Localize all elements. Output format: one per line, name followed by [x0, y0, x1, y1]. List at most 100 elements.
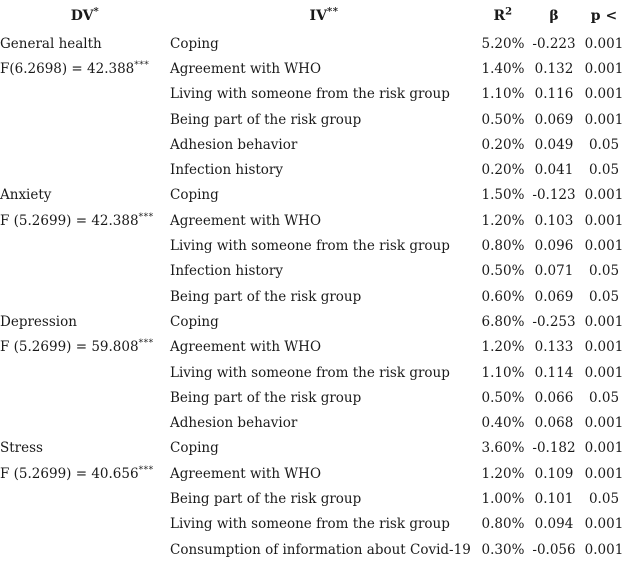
p-value: 0.001: [584, 187, 624, 204]
beta-value: 0.071: [534, 263, 574, 280]
dv-footnote-marker: *: [93, 5, 100, 17]
iv-label: Living with someone from the risk group: [170, 364, 450, 381]
f-statistic: F(6.2698) = 42.388***: [0, 60, 150, 77]
table-row: General health Coping 5.20% -0.223 0.001: [0, 31, 636, 56]
iv-label: Agreement with WHO: [170, 212, 322, 229]
iv-label: Infection history: [170, 263, 284, 280]
p-value: 0.001: [584, 516, 624, 533]
r2-value: 3.60%: [481, 440, 525, 457]
beta-value: 0.116: [534, 86, 574, 103]
table-row: Depression Coping 6.80% -0.253 0.001: [0, 309, 636, 334]
iv-label: Coping: [170, 35, 219, 52]
p-value: 0.001: [584, 35, 624, 52]
beta-value: 0.041: [534, 162, 574, 179]
dv-spacer: [0, 512, 170, 537]
column-header-beta: β: [549, 7, 559, 24]
iv-label: Agreement with WHO: [170, 60, 322, 77]
table-row: Adhesion behavior 0.40% 0.068 0.001: [0, 410, 636, 435]
p-value: 0.001: [584, 339, 624, 356]
r2-value: 1.20%: [481, 465, 525, 482]
f-statistic: F (5.2699) = 40.656***: [0, 465, 154, 482]
r2-header-label: R: [493, 7, 506, 24]
p-value: 0.001: [584, 415, 624, 432]
p-value: 0.001: [584, 238, 624, 255]
p-value: 0.05: [588, 389, 620, 406]
table-body: General health Coping 5.20% -0.223 0.001 F(6.…: [0, 31, 636, 562]
table-row: Anxiety Coping 1.50% -0.123 0.001: [0, 183, 636, 208]
column-header-r2: R2: [478, 0, 528, 31]
table-row: F (5.2699) = 42.388*** Agreement with WHO…: [0, 208, 636, 233]
table-row: Living with someone from the risk group 0…: [0, 512, 636, 537]
iv-label: Living with someone from the risk group: [170, 238, 450, 255]
iv-label: Consumption of information about Covid-1…: [170, 541, 471, 558]
dv-spacer: [0, 233, 170, 258]
r2-value: 1.10%: [481, 364, 525, 381]
p-value: 0.001: [584, 60, 624, 77]
table-row: Consumption of information about Covid-1…: [0, 537, 636, 562]
beta-value: -0.123: [532, 187, 576, 204]
beta-value: 0.103: [534, 212, 574, 229]
table-row: Being part of the risk group 1.00% 0.101 0.…: [0, 486, 636, 511]
dv-spacer: [0, 107, 170, 132]
beta-value: 0.094: [534, 516, 574, 533]
r2-value: 1.20%: [481, 212, 525, 229]
beta-value: 0.109: [534, 465, 574, 482]
iv-label: Infection history: [170, 162, 284, 179]
dv-label: Anxiety: [0, 187, 52, 204]
f-significance-marker: ***: [138, 465, 154, 476]
p-value: 0.05: [588, 162, 620, 179]
f-significance-marker: ***: [138, 212, 154, 223]
r2-value: 1.40%: [481, 60, 525, 77]
column-header-dv: DV*: [0, 0, 170, 31]
p-value: 0.05: [588, 263, 620, 280]
table-row: Being part of the risk group 0.50% 0.069 0.…: [0, 107, 636, 132]
r2-value: 0.80%: [481, 516, 525, 533]
r2-value: 1.00%: [481, 490, 525, 507]
dv-spacer: [0, 537, 170, 562]
dv-spacer: [0, 82, 170, 107]
iv-label: Being part of the risk group: [170, 111, 362, 128]
table-row: Adhesion behavior 0.20% 0.049 0.05: [0, 132, 636, 157]
r2-exponent: 2: [505, 5, 513, 17]
beta-value: -0.182: [532, 440, 576, 457]
p-value: 0.001: [584, 313, 624, 330]
r2-value: 6.80%: [481, 313, 525, 330]
iv-label: Living with someone from the risk group: [170, 516, 450, 533]
r2-value: 0.60%: [481, 288, 525, 305]
r2-value: 0.50%: [481, 389, 525, 406]
table-row: Stress Coping 3.60% -0.182 0.001: [0, 436, 636, 461]
r2-value: 0.50%: [481, 263, 525, 280]
beta-value: 0.101: [534, 490, 574, 507]
beta-value: -0.056: [532, 541, 576, 558]
p-value: 0.05: [588, 288, 620, 305]
table-row: Infection history 0.20% 0.041 0.05: [0, 157, 636, 182]
dv-spacer: [0, 284, 170, 309]
dv-label: Stress: [0, 440, 43, 457]
table-row: Infection history 0.50% 0.071 0.05: [0, 259, 636, 284]
iv-footnote-marker: **: [326, 5, 339, 17]
iv-header-label: IV: [309, 7, 327, 24]
beta-value: 0.096: [534, 238, 574, 255]
r2-value: 5.20%: [481, 35, 525, 52]
dv-label: Depression: [0, 313, 77, 330]
beta-value: 0.133: [534, 339, 574, 356]
f-statistic: F (5.2699) = 42.388***: [0, 212, 154, 229]
table-row: Being part of the risk group 0.50% 0.066 0.…: [0, 385, 636, 410]
p-value: 0.001: [584, 465, 624, 482]
header-row: DV* IV** R2 β p <: [0, 0, 636, 31]
dv-spacer: [0, 157, 170, 182]
beta-value: 0.049: [534, 136, 574, 153]
r2-value: 0.50%: [481, 111, 525, 128]
beta-value: -0.223: [532, 35, 576, 52]
p-value: 0.05: [588, 136, 620, 153]
f-statistic: F (5.2699) = 59.808***: [0, 338, 154, 356]
beta-value: 0.114: [534, 364, 574, 381]
table-row: Living with someone from the risk group 0…: [0, 233, 636, 258]
column-header-p: p <: [590, 7, 618, 24]
p-value: 0.001: [584, 440, 624, 457]
r2-value: 0.20%: [481, 136, 525, 153]
f-significance-marker: ***: [138, 338, 154, 349]
r2-value: 1.20%: [481, 339, 525, 356]
